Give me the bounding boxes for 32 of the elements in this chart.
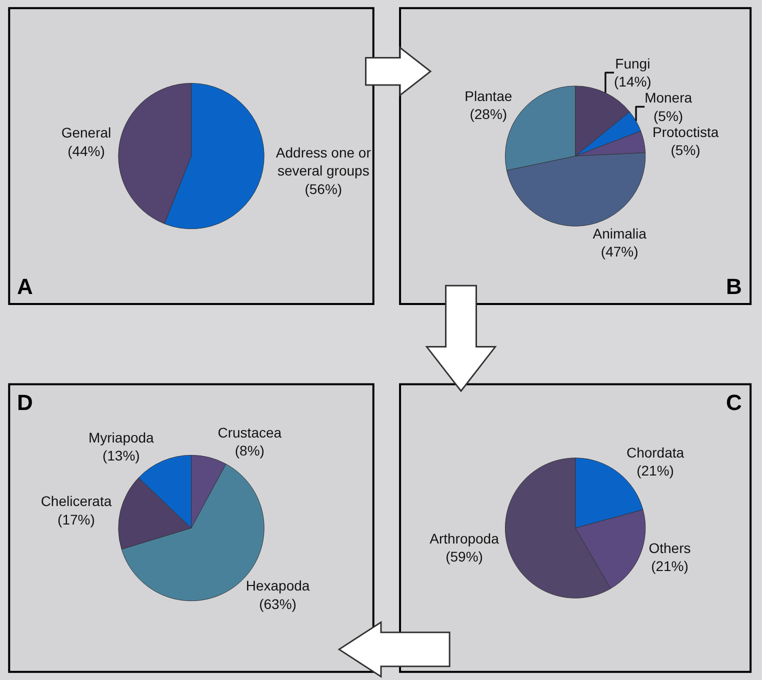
- text: A: [17, 274, 33, 299]
- slice-label: Address one or several groups: [276, 144, 372, 179]
- chart-title: D: [17, 390, 33, 415]
- slice-label: Chelicerata: [40, 493, 112, 510]
- data-label: (14%): [614, 74, 652, 90]
- data-label: (21%): [651, 558, 688, 574]
- slice-label: Arthropoda: [430, 530, 500, 546]
- data-label: (56%): [304, 180, 342, 197]
- chart-title: C: [726, 390, 742, 415]
- data-label: (28%): [470, 106, 508, 122]
- slice-label: Hexapoda: [246, 578, 310, 594]
- text: B: [726, 274, 742, 299]
- slice-label: Plantae: [464, 88, 512, 104]
- data-label: (47%): [600, 244, 638, 260]
- slice-label: Animalia: [592, 225, 647, 242]
- data-label: (13%): [102, 448, 140, 464]
- slice-label: Fungi: [615, 55, 650, 72]
- data-label: (17%): [58, 511, 95, 528]
- data-label: (5%): [670, 142, 700, 158]
- slice-label: Crustacea: [218, 424, 282, 440]
- slice-label: Protoctista: [652, 124, 719, 140]
- data-label: (59%): [446, 548, 483, 565]
- data-label: (21%): [636, 462, 674, 479]
- data-label: (8%): [234, 442, 264, 458]
- slice-label: Chordata: [626, 444, 684, 460]
- slice-label: General: [61, 124, 112, 141]
- data-label: (5%): [654, 108, 684, 124]
- slice-label: Myriapoda: [88, 429, 154, 446]
- data-label: (44%): [68, 142, 105, 159]
- data-label: (63%): [259, 596, 296, 612]
- slice-label: Monera: [644, 90, 692, 106]
- slice-label: Others: [648, 540, 691, 556]
